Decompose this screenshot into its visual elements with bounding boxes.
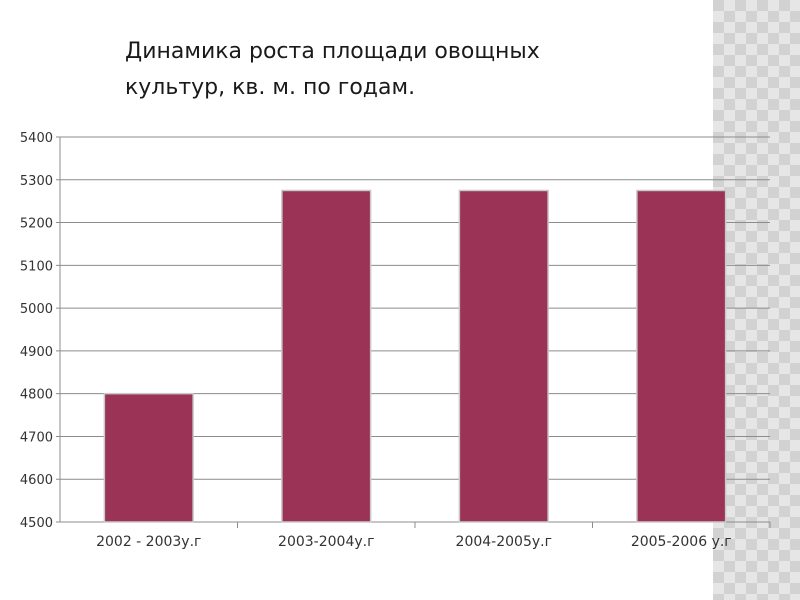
slide-title: Динамика роста площади овощных культур, …	[125, 34, 685, 106]
y-tick-label: 5300	[20, 174, 53, 189]
bar	[636, 189, 727, 523]
y-tick-label: 5000	[20, 302, 53, 317]
bar	[103, 392, 194, 523]
decorative-side-pattern	[713, 0, 800, 600]
x-tick-label: 2003-2004у.г	[278, 534, 374, 550]
y-tick-label: 4600	[20, 473, 53, 488]
y-tick-label: 4500	[20, 516, 53, 531]
bar	[281, 189, 372, 523]
x-tick-label: 2004-2005у.г	[456, 534, 552, 550]
title-line-2: культур, кв. м. по годам.	[125, 75, 416, 100]
y-tick-label: 5400	[20, 131, 53, 146]
x-tick-label: 2005-2006 у.г	[631, 534, 732, 550]
title-line-1: Динамика роста площади овощных	[125, 39, 540, 64]
bar	[458, 189, 549, 523]
y-tick-label: 5100	[20, 259, 53, 274]
y-tick-label: 4900	[20, 345, 53, 360]
x-tick-label: 2002 - 2003у.г	[96, 534, 201, 550]
y-tick-label: 4800	[20, 388, 53, 403]
y-tick-label: 5200	[20, 217, 53, 232]
y-tick-label: 4700	[20, 430, 53, 445]
